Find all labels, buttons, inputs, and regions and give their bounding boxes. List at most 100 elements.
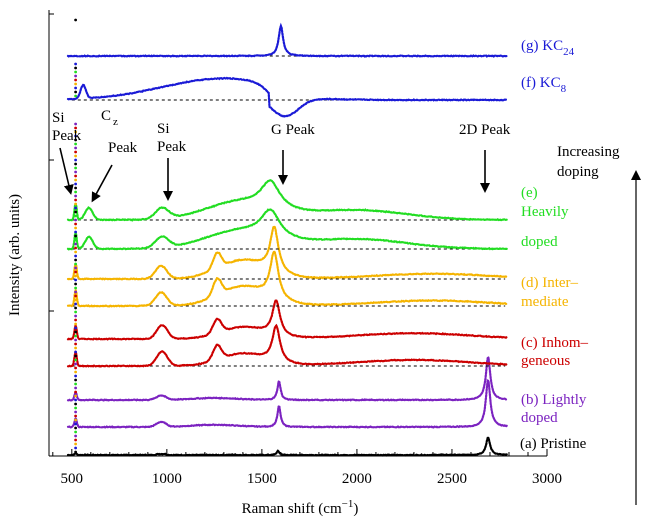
peak-label-subscript: z bbox=[113, 116, 118, 128]
series-label-a: (a) Pristine bbox=[520, 436, 587, 452]
si-peak-dot bbox=[74, 194, 78, 198]
si-peak-dot bbox=[74, 226, 78, 230]
series-label-c: geneous bbox=[521, 353, 570, 369]
peak-arrow bbox=[91, 164, 113, 203]
si-peak-dot bbox=[74, 418, 78, 422]
si-peak-dot bbox=[74, 70, 78, 74]
spectrum-line-a-1 bbox=[66, 436, 508, 457]
si-peak-dot bbox=[74, 334, 78, 338]
series-g bbox=[66, 22, 508, 58]
series-label-c: (c) Inhom– bbox=[521, 335, 589, 351]
x-tick-label: 3000 bbox=[532, 471, 562, 487]
si-peak-dot bbox=[74, 350, 78, 354]
si-peak-dot bbox=[74, 266, 78, 270]
peak-label: Si bbox=[52, 110, 65, 126]
si-peak-dot bbox=[74, 302, 78, 306]
si-peak-dot bbox=[74, 62, 78, 66]
si-peak-dot bbox=[74, 298, 78, 302]
si-peak-dot bbox=[74, 198, 78, 202]
si-peak-dot bbox=[74, 182, 78, 186]
si-peak-dot bbox=[74, 342, 78, 346]
si-peak-dot bbox=[74, 270, 78, 274]
si-peak-dot bbox=[74, 78, 78, 82]
si-peak-dot bbox=[74, 82, 78, 86]
spectrum-line-e-2 bbox=[66, 179, 508, 222]
si-peak-dot bbox=[74, 438, 78, 442]
series-label-g: (g) KC24 bbox=[521, 38, 575, 58]
si-peak-dot bbox=[74, 318, 78, 322]
si-peak-dot bbox=[74, 386, 78, 390]
spectrum-line-d-2 bbox=[66, 224, 508, 281]
peak-arrow bbox=[59, 147, 74, 195]
si-peak-dot bbox=[74, 362, 78, 366]
si-peak-dot bbox=[74, 66, 78, 70]
si-peak-dot bbox=[74, 246, 78, 250]
si-peak-dot bbox=[74, 130, 78, 134]
peak-label: C bbox=[101, 108, 111, 124]
si-peak-dot bbox=[74, 402, 78, 406]
si-peak-dot bbox=[74, 354, 78, 358]
si-peak-dot bbox=[74, 410, 78, 414]
si-peak-dot bbox=[74, 274, 78, 278]
si-peak-dot bbox=[74, 390, 78, 394]
x-axis-label: Raman shift (cm−1) bbox=[242, 498, 359, 517]
si-peak-dot bbox=[74, 74, 78, 78]
si-peak-dot bbox=[74, 134, 78, 138]
si-peak-dot bbox=[74, 378, 78, 382]
si-peak-dot bbox=[74, 242, 78, 246]
si-peak-dot bbox=[74, 422, 78, 426]
si-peak-dot bbox=[74, 382, 78, 386]
spectrum-line-c-1 bbox=[66, 323, 508, 368]
series-c bbox=[66, 298, 508, 368]
si-peak-dot bbox=[74, 398, 78, 402]
si-peak-dot bbox=[74, 370, 78, 374]
si-peak-dot bbox=[74, 86, 78, 90]
si-peak-dot bbox=[74, 206, 78, 210]
x-tick-label: 2500 bbox=[437, 471, 467, 487]
series-label-d: (d) Inter– bbox=[521, 275, 579, 291]
si-peak-dot bbox=[74, 282, 78, 286]
series-label-e: doped bbox=[521, 234, 558, 250]
si-peak-dot bbox=[74, 154, 78, 158]
si-peak-dot bbox=[74, 290, 78, 294]
series-label-f: (f) KC8 bbox=[521, 75, 567, 95]
si-peak-dot bbox=[74, 170, 78, 174]
si-peak-dot bbox=[74, 90, 78, 94]
series-label-b: (b) Lightly bbox=[521, 392, 587, 408]
series-label-b: doped bbox=[521, 410, 558, 426]
si-peak-dot bbox=[74, 326, 78, 330]
si-peak-dot bbox=[74, 310, 78, 314]
si-peak-dot bbox=[74, 142, 78, 146]
si-peak-dot bbox=[74, 214, 78, 218]
si-peak-dot bbox=[74, 238, 78, 242]
increasing-doping-label: doping bbox=[557, 164, 599, 180]
peak-label: Peak bbox=[157, 139, 187, 155]
peak-label: 2D Peak bbox=[459, 122, 511, 138]
si-peak-dot bbox=[74, 190, 78, 194]
increasing-doping-label: Increasing bbox=[557, 144, 620, 160]
spectrum-line-e-1 bbox=[66, 208, 508, 251]
si-peak-dot bbox=[74, 234, 78, 238]
si-peak-dot bbox=[74, 426, 78, 430]
si-peak-dot bbox=[74, 394, 78, 398]
peak-label: G Peak bbox=[271, 122, 315, 138]
si-peak-dot bbox=[74, 314, 78, 318]
si-peak-dot bbox=[74, 406, 78, 410]
y-axis-label: Intensity (arb. units) bbox=[7, 194, 23, 316]
si-peak-dot bbox=[74, 322, 78, 326]
si-peak-dot bbox=[74, 346, 78, 350]
si-peak-dot bbox=[74, 158, 78, 162]
x-tick-label: 1000 bbox=[152, 471, 182, 487]
si-peak-dot bbox=[74, 94, 78, 98]
si-peak-dot bbox=[74, 366, 78, 370]
si-peak-dot bbox=[74, 450, 78, 454]
si-peak-dot bbox=[74, 162, 78, 166]
peak-label: Peak bbox=[52, 128, 82, 144]
si-peak-dot bbox=[74, 330, 78, 334]
series-f bbox=[66, 76, 508, 118]
si-peak-dot bbox=[74, 414, 78, 418]
si-peak-dot bbox=[74, 126, 78, 130]
series-label-e: (e) bbox=[521, 185, 538, 201]
si-peak-dot bbox=[74, 230, 78, 234]
